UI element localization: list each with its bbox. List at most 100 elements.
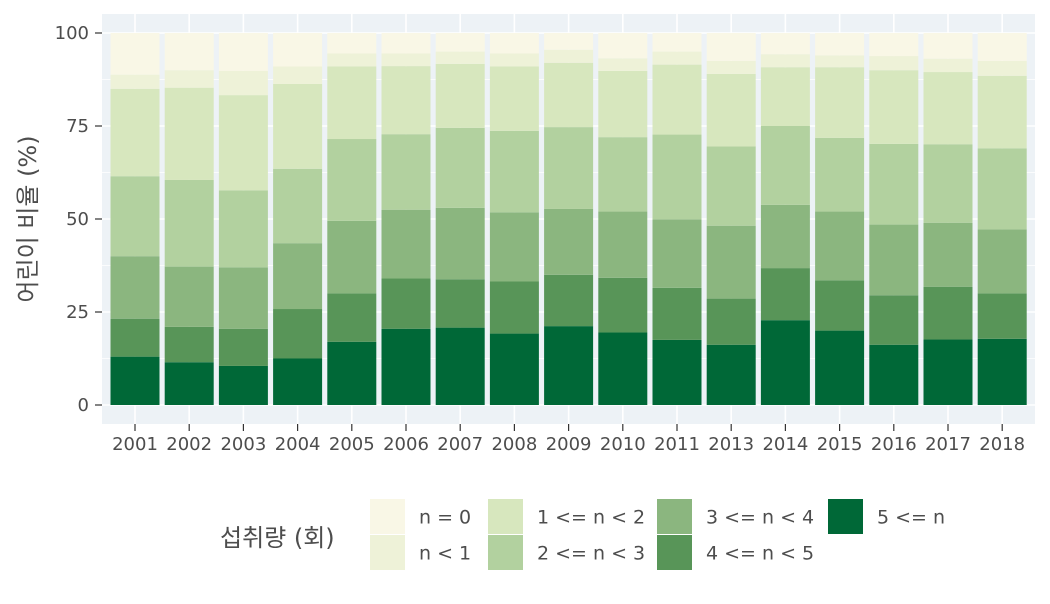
bar-segment: 2017 — 2 <= n < 3: 21.1 (923, 144, 973, 223)
bar-segment: 2015 — 3 <= n < 4: 18.5 (815, 211, 865, 281)
bar-segment: 2011 — 4 <= n < 5: 14 (652, 287, 702, 340)
bar-segment: 2017 — 1 <= n < 2: 19.4 (923, 72, 973, 145)
bar-segment: 2003 — 2 <= n < 3: 20.7 (218, 190, 268, 268)
x-tick-label: 2015 (817, 434, 863, 455)
x-tick-label: 2004 (275, 434, 321, 455)
bar-segment: 2014 — n < 1: 3.5 (760, 54, 810, 68)
bar-segment: 2008 — 4 <= n < 5: 14 (489, 281, 539, 334)
bar-segment: 2015 — n = 0: 6 (815, 33, 865, 56)
bar-segment: 2017 — 3 <= n < 4: 17.2 (923, 222, 973, 287)
bar-segment: 2014 — 4 <= n < 5: 14 (760, 268, 810, 321)
bar-segment: 2011 — n < 1: 3.5 (652, 51, 702, 65)
bar-segment: 2015 — 1 <= n < 2: 19 (815, 67, 865, 138)
bar-segment: 2015 — 5 <= n: 20 (815, 330, 865, 405)
y-tick-label: 100 (55, 23, 89, 44)
bar-segment: 2009 — 1 <= n < 2: 17.3 (544, 62, 594, 128)
legend-key (370, 535, 405, 570)
bar-segment: 2004 — n = 0: 9 (273, 33, 323, 67)
bar-segment: 2013 — n < 1: 3.5 (706, 60, 756, 74)
bar-segment: 2011 — 5 <= n: 17.5 (652, 339, 702, 405)
bar-segment: 2013 — 5 <= n: 16.2 (706, 344, 756, 405)
x-tick-label: 2002 (166, 434, 212, 455)
x-tick-label: 2014 (762, 434, 808, 455)
bar-segment: 2016 — 1 <= n < 2: 19.8 (869, 70, 919, 144)
bar-segment: 2018 — n < 1: 4 (977, 60, 1027, 76)
bar-segment: 2001 — 4 <= n < 5: 10.2 (110, 318, 160, 357)
bar-segment: 2003 — 5 <= n: 10.5 (218, 365, 268, 405)
bar-segment: 2013 — n = 0: 7.5 (706, 33, 756, 61)
legend-key (370, 499, 405, 534)
x-tick-label: 2008 (491, 434, 537, 455)
bar-segment: 2014 — 5 <= n: 22.8 (760, 320, 810, 405)
bar-segment: 2013 — 4 <= n < 5: 12.4 (706, 298, 756, 345)
bar-segment: 2002 — 2 <= n < 3: 23.3 (164, 179, 214, 267)
bar-segment: 2018 — 4 <= n < 5: 12.2 (977, 293, 1027, 339)
x-tick-label: 2003 (220, 434, 266, 455)
bar-segment: 2016 — 3 <= n < 4: 19 (869, 224, 919, 296)
y-tick-label: 50 (66, 209, 89, 230)
x-tick-label: 2001 (112, 434, 158, 455)
bar-segment: 2010 — n < 1: 3.4 (598, 58, 648, 71)
x-tick-label: 2010 (600, 434, 646, 455)
bar-segment: 2007 — n < 1: 3.3 (435, 51, 485, 64)
bar-segment: 2002 — n < 1: 4.7 (164, 70, 214, 88)
bar-segment: 2018 — n = 0: 7.5 (977, 33, 1027, 61)
bar-segment: 2005 — 1 <= n < 2: 19.5 (327, 66, 377, 140)
bar-segment: 2008 — n < 1: 3.5 (489, 53, 539, 67)
legend-title: 섭취량 (회) (220, 524, 335, 552)
legend-label: 2 <= n < 3 (537, 543, 645, 565)
legend-label: 4 <= n < 5 (706, 543, 814, 565)
bar-segment: 2009 — 5 <= n: 21.2 (544, 326, 594, 405)
bar-segment: 2005 — 4 <= n < 5: 13 (327, 293, 377, 342)
bar-segment: 2003 — 4 <= n < 5: 10 (218, 328, 268, 366)
bar-segment: 2009 — 4 <= n < 5: 13.8 (544, 274, 594, 327)
bar-segment: 2002 — 3 <= n < 4: 16.2 (164, 266, 214, 327)
bar-segment: 2016 — 5 <= n: 16.2 (869, 344, 919, 405)
bar-segment: 2002 — 1 <= n < 2: 24.8 (164, 87, 214, 180)
bar-segment: 2001 — 3 <= n < 4: 16.8 (110, 256, 160, 319)
bar-segment: 2004 — n < 1: 4.7 (273, 66, 323, 84)
bar-segment: 2014 — n = 0: 5.7 (760, 33, 810, 55)
bar-segment: 2018 — 1 <= n < 2: 19.5 (977, 75, 1027, 149)
bar-segment: 2002 — 4 <= n < 5: 9.5 (164, 326, 214, 363)
bar-segment: 2007 — 5 <= n: 20.8 (435, 327, 485, 405)
bar-segment: 2010 — 3 <= n < 4: 17.8 (598, 211, 648, 278)
bar-segment: 2005 — n < 1: 3.5 (327, 53, 377, 67)
bar-segment: 2005 — 2 <= n < 3: 22 (327, 139, 377, 221)
bar-segment: 2007 — 1 <= n < 2: 17.2 (435, 63, 485, 128)
bar-segment: 2001 — 2 <= n < 3: 21.5 (110, 176, 160, 257)
bar-segment: 2017 — 4 <= n < 5: 14.2 (923, 286, 973, 340)
bar-segment: 2016 — n < 1: 3.8 (869, 56, 919, 71)
bar-segment: 2009 — 2 <= n < 3: 22 (544, 127, 594, 209)
bar-segment: 2013 — 2 <= n < 3: 21.3 (706, 146, 756, 226)
bar-segment: 2003 — n < 1: 6.5 (218, 70, 268, 96)
legend-key (488, 499, 523, 534)
bar-segment: 2006 — 4 <= n < 5: 13.5 (381, 278, 431, 329)
bar-segment: 2008 — n = 0: 5.5 (489, 33, 539, 54)
legend-label: 3 <= n < 4 (706, 507, 814, 529)
bar-segment: 2008 — 2 <= n < 3: 21.9 (489, 130, 539, 213)
x-tick-label: 2013 (708, 434, 754, 455)
bar-segment: 2009 — n < 1: 3.5 (544, 49, 594, 63)
bar-segment: 2004 — 2 <= n < 3: 20 (273, 168, 323, 244)
bar-segment: 2015 — 4 <= n < 5: 13.5 (815, 280, 865, 331)
y-tick-label: 0 (78, 395, 89, 416)
bar-segment: 2014 — 1 <= n < 2: 15.8 (760, 67, 810, 126)
y-axis-label: 어린이 비율 (%) (14, 135, 42, 302)
bar-segment: 2016 — 2 <= n < 3: 21.7 (869, 143, 919, 225)
bar-segment: 2004 — 5 <= n: 12.5 (273, 358, 323, 405)
bar-segment: 2006 — n = 0: 5.5 (381, 33, 431, 54)
legend-label: 5 <= n (877, 507, 945, 529)
bar-segment: 2007 — n = 0: 5 (435, 33, 485, 52)
legend-key (657, 499, 692, 534)
bar-segment: 2006 — 5 <= n: 20.5 (381, 328, 431, 405)
bar-segment: 2013 — 1 <= n < 2: 19.5 (706, 73, 756, 147)
bar-segment: 2004 — 4 <= n < 5: 13.3 (273, 309, 323, 359)
x-tick-label: 2011 (654, 434, 700, 455)
bar-segment: 2017 — 5 <= n: 17.6 (923, 339, 973, 405)
bar-segment: 2014 — 3 <= n < 4: 17 (760, 204, 810, 269)
legend-key (828, 499, 863, 534)
bar-segment: 2007 — 3 <= n < 4: 19.2 (435, 207, 485, 280)
